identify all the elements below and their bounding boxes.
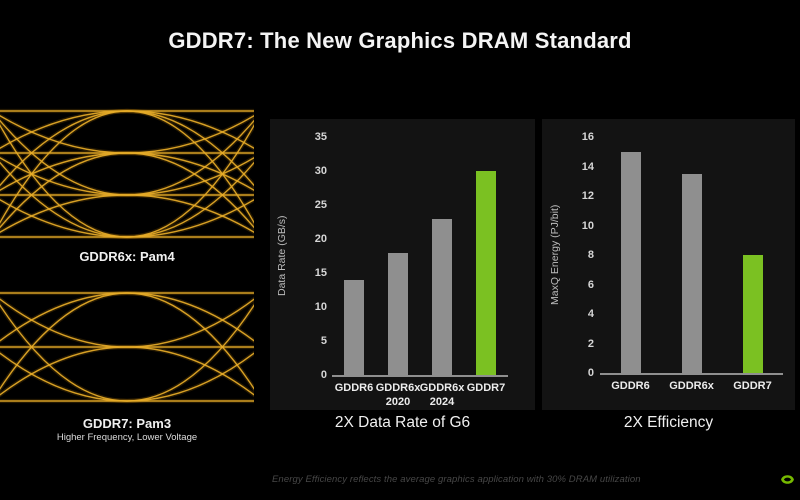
y-tick-label: 16	[581, 131, 594, 143]
y-tick-label: 25	[314, 199, 327, 211]
y-tick-label: 35	[314, 131, 327, 143]
eye-diagram-pam4	[0, 100, 254, 248]
y-tick-label: 6	[587, 278, 594, 291]
bar	[344, 279, 364, 375]
bar-highlight	[742, 255, 763, 373]
bar	[388, 252, 408, 375]
y-tick-label: 30	[314, 165, 327, 177]
y-tick-label: 5	[320, 335, 327, 347]
y-tick-label: 12	[581, 190, 594, 202]
y-tick-label: 20	[314, 233, 327, 245]
category-label: GDDR6	[611, 380, 650, 392]
bar-highlight	[476, 171, 496, 375]
efficiency-chart: MaxQ Energy (PJ/bit) 0 2 4 6 8 10 12 14 16 GDDR6 GD…	[542, 119, 795, 410]
category-label: GDDR6x	[669, 380, 714, 392]
x-axis-baseline	[332, 375, 508, 377]
category-label: GDDR6	[334, 382, 374, 394]
y-tick-label: 2	[587, 337, 594, 350]
y-tick-label: 14	[581, 160, 594, 173]
eye-diagram-pam3-sublabel: Higher Frequency, Lower Voltage	[56, 432, 198, 443]
bar	[681, 173, 702, 373]
bar	[432, 218, 452, 375]
bar	[620, 151, 641, 373]
category-label: GDDR6x 2024	[419, 382, 465, 408]
footer-note: Energy Efficiency reflects the average g…	[272, 474, 641, 485]
y-tick-label: 10	[314, 301, 327, 313]
category-label: GDDR7	[733, 380, 772, 392]
y-tick-label: 10	[581, 219, 594, 232]
category-label: GDDR6x 2020	[375, 382, 421, 408]
eye-diagram-pam4-label: GDDR6x: Pam4	[79, 249, 175, 264]
y-tick-label: 0	[587, 367, 594, 379]
slide-title: GDDR7: The New Graphics DRAM Standard	[168, 28, 632, 53]
y-tick-label: 0	[320, 369, 327, 381]
eye-diagram-pam3	[0, 282, 254, 412]
nvidia-logo-icon	[781, 475, 794, 484]
y-tick-label: 8	[587, 249, 594, 261]
x-axis-baseline	[600, 373, 783, 375]
category-label: GDDR7	[466, 382, 506, 394]
eye-diagram-pam3-label: GDDR7: Pam3	[82, 416, 172, 431]
data-rate-chart: Data Rate (GB/s) 0 5 10 15 20 25 30 35 GDDR6 GDDR6…	[270, 119, 535, 410]
data-rate-chart-title: 2X Data Rate of G6	[334, 414, 471, 431]
y-tick-label: 4	[587, 308, 594, 320]
y-tick-label: 15	[314, 267, 327, 279]
efficiency-chart-title: 2X Efficiency	[623, 414, 714, 431]
